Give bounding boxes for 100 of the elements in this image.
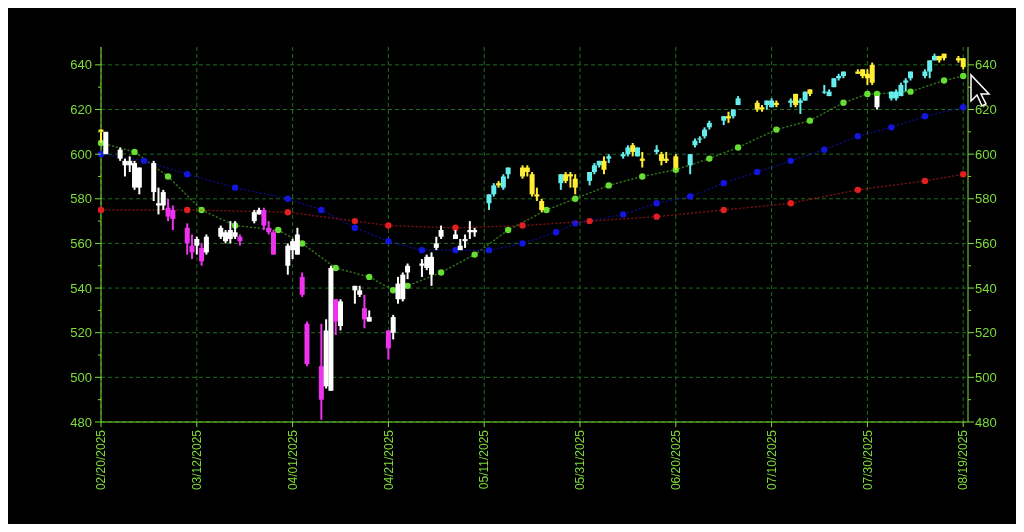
candlestick [639, 150, 645, 169]
point [131, 148, 138, 156]
candlestick [294, 226, 300, 256]
point [332, 264, 339, 272]
y-tick-label: 500 [70, 369, 92, 385]
point [351, 217, 359, 225]
point [284, 195, 292, 202]
x-tick-label: 03/12/2025 [190, 429, 204, 491]
point [284, 208, 292, 216]
y-tick-label: 560 [70, 235, 92, 251]
point [366, 273, 373, 281]
point [298, 240, 306, 247]
candlestick [687, 153, 693, 176]
candlestick [797, 97, 803, 115]
candlestick [390, 313, 396, 341]
point [275, 226, 282, 234]
point [552, 229, 560, 236]
point [720, 206, 727, 214]
x-tick-label: 06/20/2025 [669, 429, 684, 491]
y-tick-label: 520 [70, 325, 92, 341]
point [754, 168, 761, 176]
point [586, 217, 593, 225]
y2-tick-label: 480 [975, 414, 997, 430]
y2-tick-label: 500 [975, 369, 997, 385]
point [888, 124, 895, 131]
point [686, 193, 694, 200]
point [787, 200, 794, 207]
point [572, 195, 579, 202]
point [773, 126, 780, 133]
point [854, 133, 862, 140]
x-tick-label: 08/19/2025 [956, 429, 971, 491]
y-tick-label: 620 [70, 102, 92, 118]
point [519, 222, 526, 229]
point [960, 72, 967, 80]
point [734, 144, 742, 151]
y2-tick-label: 600 [975, 146, 997, 162]
y2-tick-label: 520 [975, 325, 997, 341]
x-tick-label: 05/31/2025 [573, 429, 588, 491]
y2-tick-label: 580 [975, 191, 997, 207]
point [140, 157, 148, 165]
candlestick [203, 233, 209, 256]
point [720, 179, 727, 187]
point [471, 251, 478, 258]
candlestick [285, 242, 291, 276]
y2-tick-label: 540 [975, 280, 997, 296]
y-tick-label: 580 [70, 191, 92, 207]
point [605, 182, 612, 189]
candlestick [529, 171, 535, 198]
x-tick-label: 05/11/2025 [477, 429, 492, 490]
y2-tick-label: 640 [975, 57, 997, 73]
point [653, 213, 660, 220]
x-tick-label: 07/30/2025 [860, 429, 875, 491]
point [385, 238, 392, 245]
y-tick-label: 600 [70, 146, 92, 162]
point [806, 117, 814, 124]
point [418, 246, 426, 254]
point [318, 206, 325, 214]
candlestick [869, 61, 875, 86]
x-tick-label: 07/10/2025 [764, 429, 779, 491]
point [164, 173, 172, 180]
y-tick-label: 640 [70, 57, 92, 73]
point [543, 206, 550, 214]
point [385, 222, 392, 229]
point [184, 206, 191, 214]
point [198, 206, 205, 214]
candlestick [395, 275, 401, 305]
point [404, 282, 411, 290]
point [351, 224, 359, 231]
point [921, 177, 929, 185]
y2-tick-label: 620 [975, 102, 997, 118]
point [639, 173, 646, 180]
point [653, 200, 660, 207]
candlestick [136, 166, 142, 196]
point [864, 90, 871, 98]
candlestick [160, 188, 166, 211]
point [97, 206, 105, 214]
point [519, 240, 526, 247]
point [960, 171, 967, 178]
candlestick [361, 293, 367, 330]
point [504, 226, 512, 234]
point [960, 104, 967, 111]
x-tick-label: 04/01/2025 [285, 429, 300, 491]
candlestick [572, 173, 578, 196]
candlestick [261, 206, 267, 232]
y-tick-label: 480 [70, 414, 92, 430]
x-tick-label: 02/20/2025 [94, 429, 109, 491]
point [572, 220, 579, 227]
point [854, 186, 862, 194]
candlestick [199, 242, 205, 267]
candlestick [184, 222, 190, 256]
y-tick-label: 540 [70, 280, 92, 296]
point [821, 146, 828, 153]
candlestick [333, 298, 339, 336]
point [437, 269, 445, 276]
point [706, 155, 713, 162]
point [619, 211, 627, 218]
point [787, 157, 794, 165]
point [452, 246, 459, 254]
y2-tick-label: 560 [975, 235, 997, 251]
point [231, 184, 239, 191]
